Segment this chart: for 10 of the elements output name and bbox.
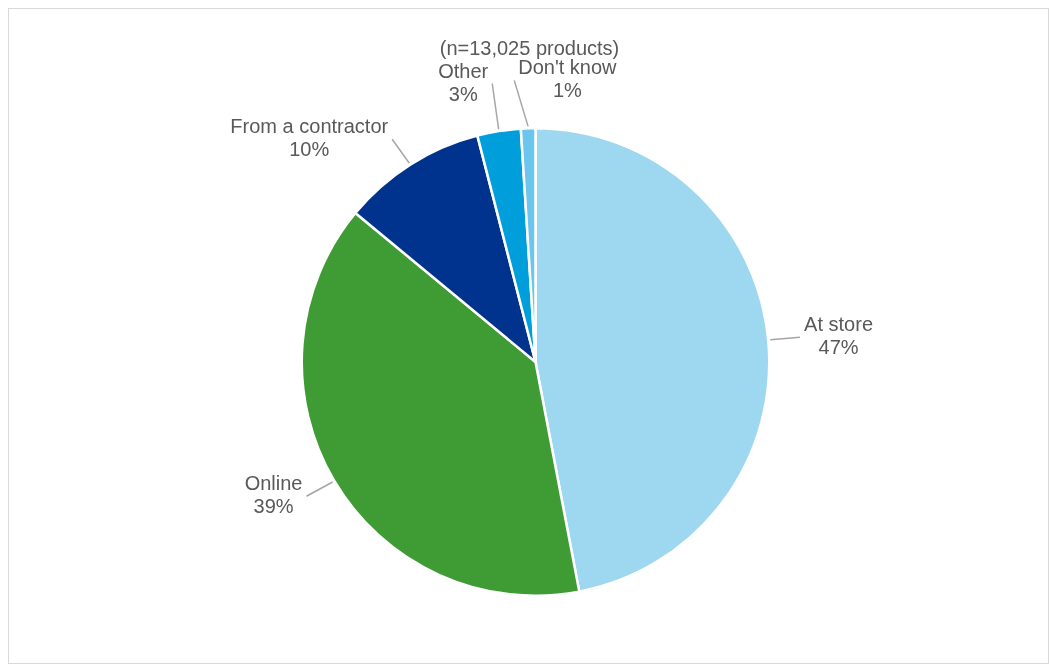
data-label: 3% — [448, 82, 478, 105]
slice-label: Other — [438, 59, 489, 82]
data-label: 39% — [253, 495, 294, 518]
slice-label: From a contractor — [230, 115, 389, 138]
slice-label: At store — [804, 313, 873, 336]
data-label: 10% — [289, 138, 330, 161]
data-label: 1% — [552, 79, 583, 102]
chart-subtitle: (n=13,025 products) — [438, 37, 621, 60]
data-label: 47% — [818, 336, 859, 359]
slice-label: Online — [244, 472, 303, 495]
